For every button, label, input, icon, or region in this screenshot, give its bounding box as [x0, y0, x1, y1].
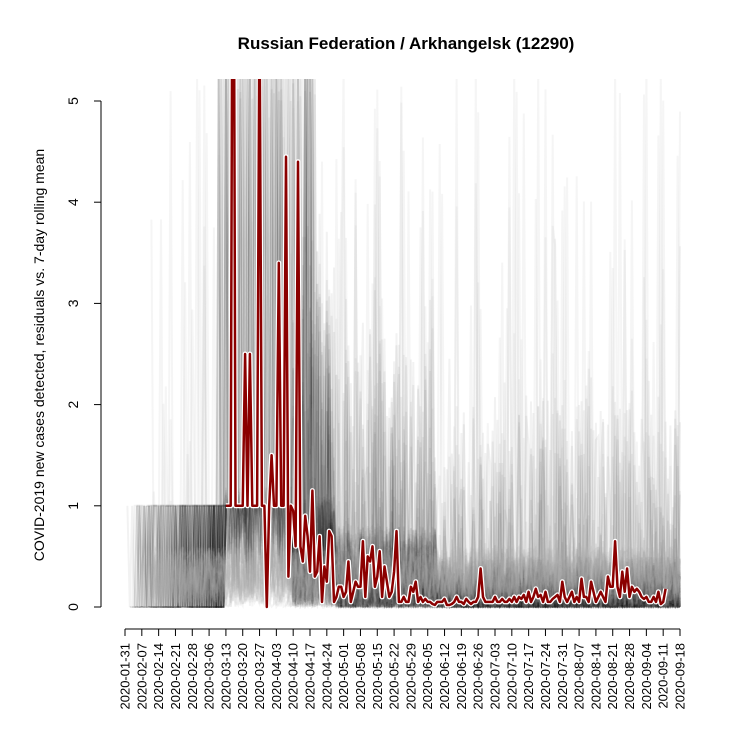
chart-title: Russian Federation / Arkhangelsk (12290)	[238, 34, 575, 53]
y-tick-label: 4	[65, 198, 81, 206]
background-series-line	[229, 79, 680, 609]
y-axis: 0 1 2 3 4 5	[65, 97, 102, 611]
x-tick-label: 2020-07-10	[504, 643, 519, 710]
y-tick-label: 1	[65, 502, 81, 510]
main-series-line	[225, 79, 667, 609]
background-series-line	[150, 79, 681, 608]
background-series-line	[150, 111, 681, 609]
x-tick-label: 2020-08-28	[622, 643, 637, 710]
background-series-line	[228, 79, 681, 609]
background-series-line	[150, 79, 681, 608]
x-tick-label: 2020-05-01	[336, 643, 351, 710]
x-tick-label: 2020-07-03	[488, 643, 503, 710]
background-series-line	[229, 365, 681, 609]
background-series-line	[150, 85, 681, 607]
background-series-line	[150, 210, 681, 609]
background-series-line	[132, 79, 681, 609]
x-tick-label: 2020-05-08	[353, 643, 368, 710]
x-tick-label: 2020-08-07	[572, 643, 587, 710]
x-tick-label: 2020-02-14	[151, 643, 166, 710]
background-series-line	[150, 94, 681, 608]
background-series-line	[132, 79, 681, 609]
x-tick-label: 2020-03-06	[202, 643, 217, 710]
background-series-line	[157, 79, 681, 609]
x-tick-label: 2020-01-31	[118, 643, 133, 710]
background-series-layer	[126, 79, 681, 609]
x-tick-label: 2020-04-10	[286, 643, 301, 710]
main-series-layer	[225, 79, 669, 610]
background-series-line	[134, 79, 681, 609]
background-series-line	[150, 113, 681, 609]
x-tick-label: 2020-05-15	[370, 643, 385, 710]
y-tick-label: 3	[65, 299, 81, 307]
x-tick-label: 2020-09-04	[639, 643, 654, 710]
x-tick-label: 2020-08-14	[588, 643, 603, 710]
y-tick-label: 5	[65, 97, 81, 105]
x-tick-label: 2020-04-24	[319, 643, 334, 710]
background-series-line	[234, 334, 681, 609]
background-series-line	[181, 79, 681, 609]
background-series-line	[150, 132, 681, 607]
x-tick-label: 2020-05-29	[403, 643, 418, 710]
x-tick-label: 2020-04-03	[269, 643, 284, 710]
x-tick-label: 2020-05-22	[387, 643, 402, 710]
x-tick-label: 2020-02-28	[185, 643, 200, 710]
x-tick-label: 2020-06-12	[437, 643, 452, 710]
x-tick-label: 2020-07-31	[555, 643, 570, 710]
x-tick-label: 2020-03-13	[218, 643, 233, 710]
x-tick-label: 2020-07-17	[521, 643, 536, 710]
background-series-line	[222, 79, 681, 609]
background-series-line	[148, 79, 680, 609]
x-tick-label: 2020-07-24	[538, 643, 553, 710]
y-axis-label: COVID-2019 new cases detected, residuals…	[31, 149, 47, 561]
background-series-line	[150, 79, 681, 609]
x-tick-label: 2020-08-21	[605, 643, 620, 710]
background-series-line	[129, 79, 681, 609]
y-tick-label: 0	[65, 603, 81, 611]
x-tick-label: 2020-03-20	[235, 643, 250, 710]
x-tick-label: 2020-06-05	[420, 643, 435, 710]
background-series-line	[134, 79, 681, 609]
background-series-line	[150, 79, 681, 609]
x-tick-label: 2020-06-19	[454, 643, 469, 710]
x-tick-label: 2020-02-21	[168, 643, 183, 710]
x-tick-label: 2020-09-11	[656, 643, 671, 709]
x-tick-label: 2020-06-26	[471, 643, 486, 710]
x-tick-label: 2020-02-07	[134, 643, 149, 710]
y-tick-label: 2	[65, 400, 81, 408]
x-axis: 2020-01-31 2020-02-07 2020-02-14 2020-02-21…	[118, 628, 688, 710]
x-tick-label: 2020-04-17	[303, 643, 318, 710]
x-tick-label: 2020-03-27	[252, 643, 267, 710]
x-tick-label: 2020-09-18	[673, 643, 688, 710]
